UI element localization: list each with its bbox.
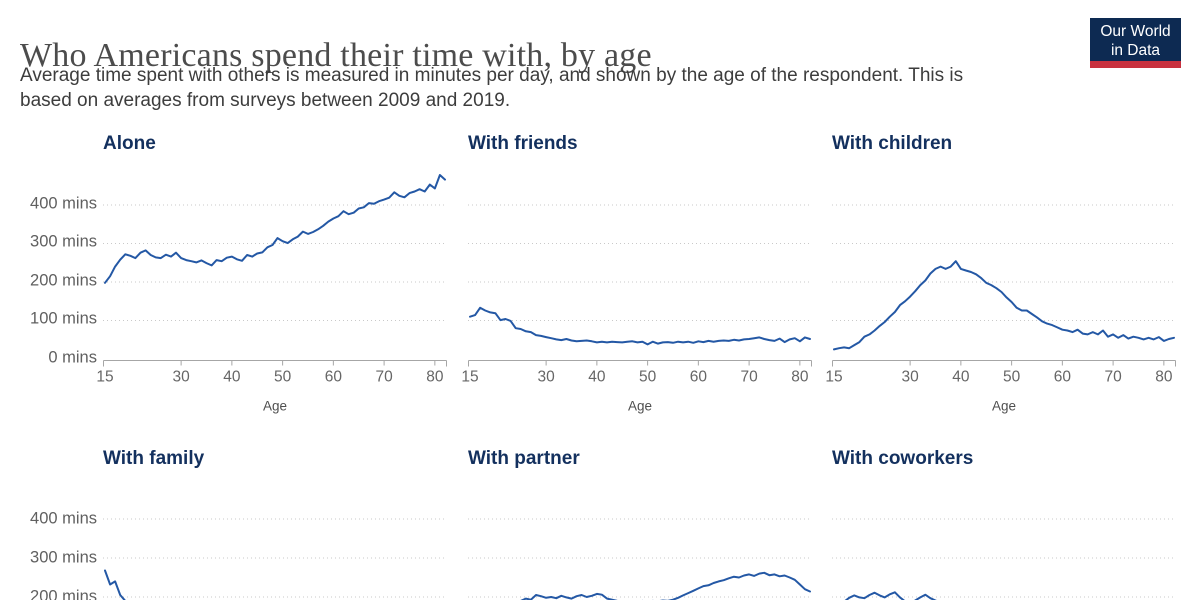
data-line-with-family xyxy=(104,569,126,600)
x-tick-label: 50 xyxy=(274,369,292,386)
panel-title: With partner xyxy=(468,448,580,469)
x-axis xyxy=(103,360,447,367)
data-line-with-children xyxy=(833,260,1175,351)
plot-area: 15 30 40 50 60 70 80 Age xyxy=(461,204,812,414)
x-tick-label: 60 xyxy=(325,369,343,386)
chart-panel-with-children: With children 15 30 40 50 60 70 80 Age xyxy=(825,133,1176,415)
y-axis-label: 200 mins xyxy=(30,587,97,600)
data-line-with-friends xyxy=(469,306,811,346)
x-tick-label: 80 xyxy=(426,369,444,386)
y-axis-label: 100 mins xyxy=(30,309,97,328)
y-axis-label: 400 mins xyxy=(30,509,97,528)
y-axis-label: 0 mins xyxy=(48,348,97,367)
panel-title: Alone xyxy=(103,133,156,154)
y-axis-label: 300 mins xyxy=(30,232,97,251)
x-tick-label: 40 xyxy=(952,369,970,386)
x-tick-label: 70 xyxy=(1104,369,1122,386)
plot-area: 15 30 40 50 60 70 80 Age xyxy=(825,204,1176,414)
subtitle-line-2: based on averages from surveys between 2… xyxy=(20,90,511,111)
x-axis xyxy=(468,360,812,367)
x-tick-label: 70 xyxy=(740,369,758,386)
x-tick-label: 60 xyxy=(1054,369,1072,386)
subtitle-line-1: Average time spent with others is measur… xyxy=(20,65,964,86)
x-tick-label: 60 xyxy=(690,369,708,386)
x-tick-label: 30 xyxy=(901,369,919,386)
chart-panel-with-friends: With friends 15 30 40 50 60 70 80 Age xyxy=(461,133,812,415)
x-tick-label: 40 xyxy=(588,369,606,386)
data-line-alone xyxy=(104,174,446,284)
x-axis-title: Age xyxy=(263,399,287,414)
y-axis-label: 200 mins xyxy=(30,271,97,290)
x-axis xyxy=(832,360,1176,367)
page-title: Who Americans spend their time with, by … xyxy=(20,36,652,74)
panel-title: With coworkers xyxy=(832,448,974,469)
logo-line-2: in Data xyxy=(1110,42,1161,59)
x-tick-label: 30 xyxy=(172,369,190,386)
panel-title: With children xyxy=(832,133,953,154)
data-line-with-coworkers xyxy=(844,591,937,600)
x-tick-label: 80 xyxy=(791,369,809,386)
x-tick-label: 40 xyxy=(223,369,241,386)
plot-area: 15 30 40 50 60 70 80 Age xyxy=(96,174,447,414)
x-tick-label: 50 xyxy=(1003,369,1021,386)
chart-subtitle: Average time spent with others is measur… xyxy=(20,63,1060,113)
y-axis-label: 300 mins xyxy=(30,548,97,567)
y-axis-label: 400 mins xyxy=(30,194,97,213)
chart-panel-alone: Alone 15 30 40 50 60 70 80 Age xyxy=(96,133,447,415)
x-tick-label: 80 xyxy=(1155,369,1173,386)
x-axis-title: Age xyxy=(992,399,1016,414)
x-tick-label: 30 xyxy=(537,369,555,386)
x-tick-label: 15 xyxy=(825,369,842,386)
x-tick-label: 50 xyxy=(639,369,657,386)
logo-line-1: Our World xyxy=(1100,23,1171,40)
panel-title: With family xyxy=(103,448,205,469)
x-tick-label: 15 xyxy=(461,369,478,386)
owid-logo: Our World in Data xyxy=(1090,18,1181,68)
data-line-with-partner xyxy=(520,571,811,600)
x-axis-title: Age xyxy=(628,399,652,414)
panel-title: With friends xyxy=(468,133,578,154)
x-tick-label: 15 xyxy=(96,369,113,386)
x-tick-label: 70 xyxy=(375,369,393,386)
